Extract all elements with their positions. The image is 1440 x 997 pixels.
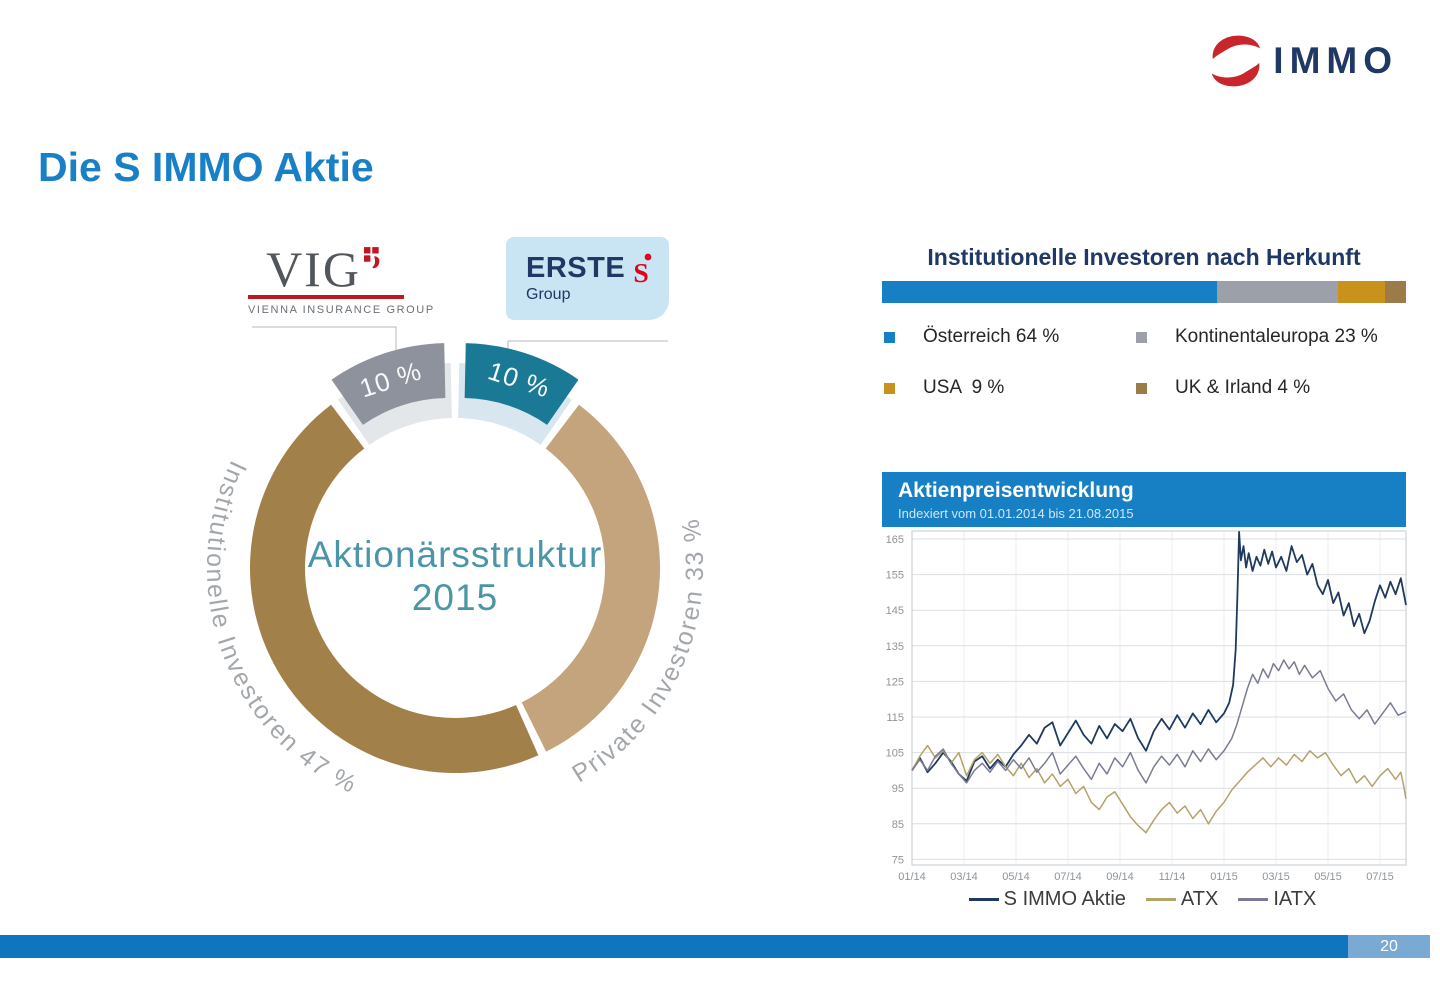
vig-subtitle: VIENNA INSURANCE GROUP (248, 304, 435, 316)
legend-label-uk-irland: UK & Irland 4 % (1175, 377, 1311, 398)
svg-text:03/15: 03/15 (1262, 871, 1290, 883)
erste-group-text: Group (526, 286, 571, 303)
erste-s-glyph: S (634, 257, 649, 285)
price-chart-legend: S IMMO Aktie ATX IATX (870, 888, 1415, 911)
donut-center-line1: Aktionärsstruktur (308, 534, 603, 575)
legend-item-atx: ATX (1145, 888, 1219, 911)
legend-item-kontinentaleuropa: Kontinentaleuropa 23 % (1136, 326, 1408, 348)
legend-dash-simmo (968, 898, 999, 901)
svg-text:135: 135 (886, 641, 904, 653)
herkunft-stacked-bar (882, 281, 1406, 303)
svg-text:125: 125 (886, 676, 904, 688)
legend-label-kontinentaleuropa: Kontinentaleuropa 23 % (1175, 326, 1378, 347)
simmo-logo-text: IMMO (1273, 40, 1398, 81)
legend-dash-atx (1145, 898, 1176, 901)
svg-text:01/15: 01/15 (1210, 871, 1238, 883)
simmo-logo: IMMO (1207, 32, 1398, 90)
price-line-chart: 75 85 95 105 115 125 135 145 155 165 01/14 03/14 05/… (886, 530, 1407, 883)
svg-text:165: 165 (886, 534, 904, 546)
legend-swatch-uk-irland (1136, 382, 1147, 394)
legend-item-iatx: IATX (1238, 888, 1316, 911)
page-number-badge: 20 (1348, 935, 1430, 958)
price-chart-header: Aktienpreisentwicklung Indexiert vom 01.… (882, 472, 1406, 527)
simmo-s-icon (1212, 35, 1261, 87)
page-number: 20 (1380, 937, 1398, 955)
erste-s-icon: S (634, 253, 652, 285)
svg-text:01/14: 01/14 (898, 871, 926, 883)
svg-text:05/15: 05/15 (1314, 871, 1342, 883)
herkunft-title: Institutionelle Investoren nach Herkunft (927, 244, 1361, 270)
legend-dash-iatx (1238, 898, 1269, 901)
svg-text:105: 105 (886, 748, 904, 760)
donut-slices (249, 343, 660, 774)
svg-text:05/14: 05/14 (1002, 871, 1030, 883)
svg-text:145: 145 (886, 605, 904, 617)
vig-logo: VIG VIENNA INSURANCE GROUP (248, 241, 435, 316)
footer-bar (0, 935, 1348, 958)
price-chart-subtitle: Indexiert vom 01.01.2014 bis 21.08.2015 (898, 506, 1134, 521)
legend-label-iatx: IATX (1273, 888, 1317, 910)
vig-acronym: VIG (266, 241, 361, 297)
shareholder-donut-chart: 10 % 10 % Institutionelle Investoren 47 … (201, 343, 707, 799)
donut-center-line2: 2015 (412, 577, 498, 618)
svg-text:07/14: 07/14 (1054, 871, 1082, 883)
svg-text:11/14: 11/14 (1159, 871, 1186, 883)
svg-text:85: 85 (892, 819, 904, 831)
legend-item-oesterreich: Österreich 64 % (884, 326, 1136, 348)
bar-segment-UK & Irland (1385, 281, 1406, 303)
legend-label-usa: USA 9 % (923, 377, 1005, 398)
legend-swatch-oesterreich (884, 331, 895, 343)
erste-name: ERSTE (526, 252, 626, 284)
bar-segment-Kontinentaleuropa (1217, 281, 1338, 303)
page-title: Die S IMMO Aktie (38, 144, 374, 190)
legend-item-simmo-aktie: S IMMO Aktie (968, 888, 1126, 911)
legend-label-simmo: S IMMO Aktie (1003, 888, 1126, 910)
herkunft-legend: Österreich 64 % Kontinentaleuropa 23 % U… (884, 326, 1408, 399)
legend-label-oesterreich: Österreich 64 % (923, 326, 1060, 347)
legend-label-atx: ATX (1180, 888, 1219, 910)
bar-segment-Österreich (882, 281, 1218, 303)
bar-segment-USA (1337, 281, 1386, 303)
svg-text:07/15: 07/15 (1366, 871, 1394, 883)
legend-item-uk-irland: UK & Irland 4 % (1136, 377, 1408, 399)
svg-text:95: 95 (892, 783, 904, 795)
svg-text:115: 115 (886, 712, 904, 724)
price-chart-title: Aktienpreisentwicklung (898, 479, 1134, 502)
svg-text:155: 155 (886, 570, 904, 582)
vig-wing-icon (363, 247, 380, 269)
legend-item-usa: USA 9 % (884, 377, 1136, 399)
legend-swatch-usa (884, 382, 895, 394)
vig-red-rule (248, 295, 404, 299)
legend-swatch-kontinentaleuropa (1136, 331, 1147, 343)
erste-logo: ERSTE S Group (506, 237, 669, 320)
svg-text:03/14: 03/14 (950, 871, 978, 883)
svg-text:75: 75 (892, 854, 904, 866)
svg-text:09/14: 09/14 (1106, 871, 1134, 883)
